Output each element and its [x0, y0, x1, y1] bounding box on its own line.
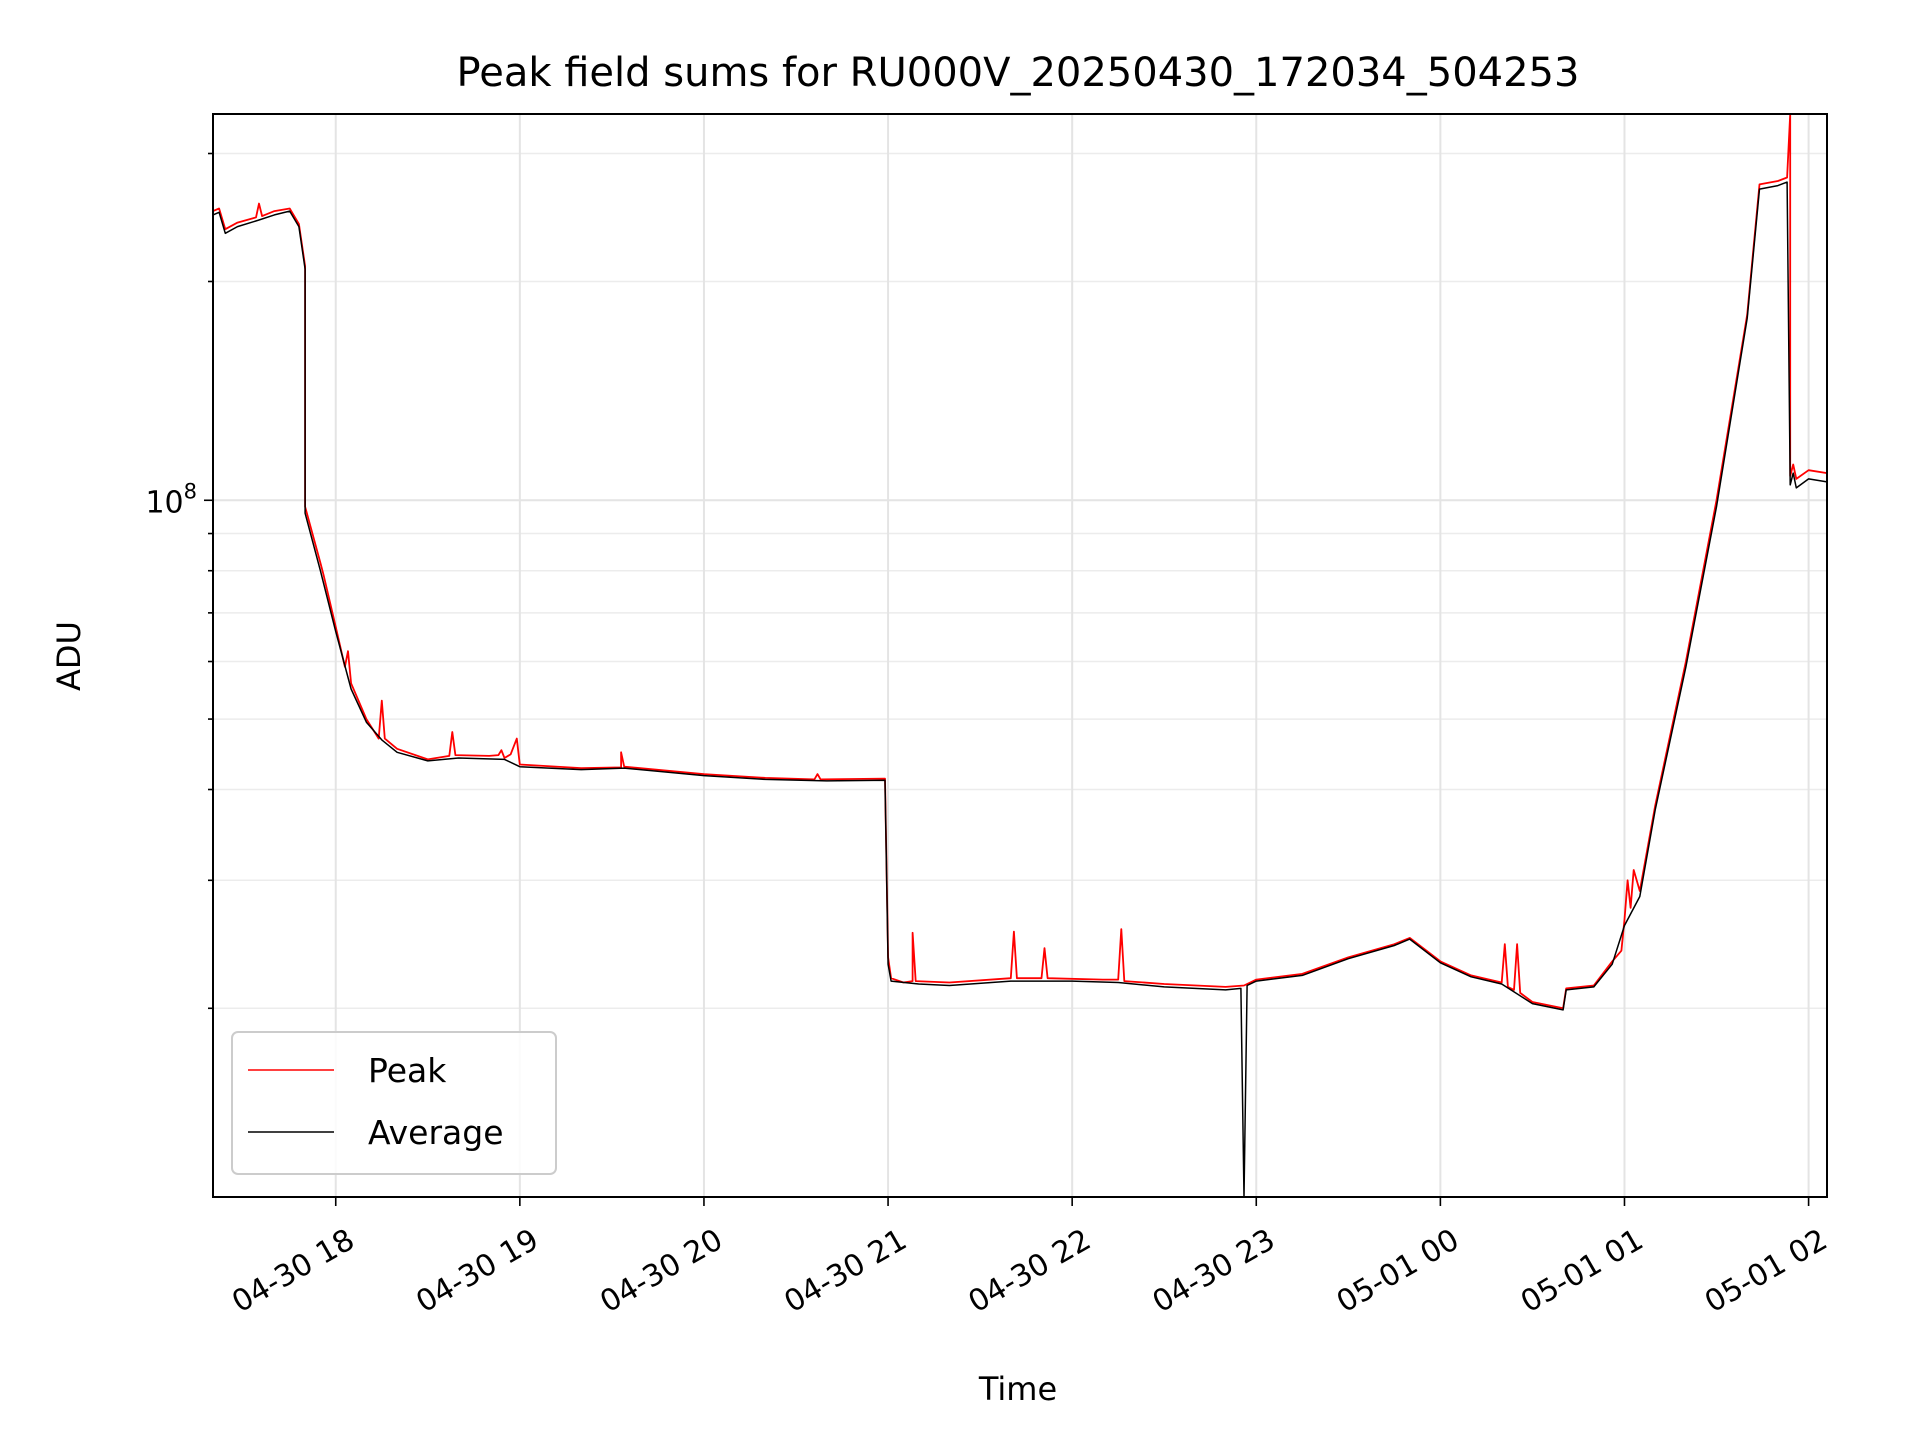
- legend-label-peak: Peak: [368, 1051, 447, 1090]
- series-line-peak: [212, 113, 1828, 1010]
- plot-frame: [212, 113, 1828, 1198]
- legend-box: [231, 1031, 557, 1175]
- legend: Peak Average: [231, 1031, 557, 1175]
- series-line-average: [212, 181, 1828, 1198]
- grid: [213, 114, 1827, 1197]
- legend-label-average: Average: [368, 1113, 504, 1152]
- x-axis-label: Time: [978, 1370, 1057, 1408]
- series-lines: [212, 113, 1828, 1198]
- y-tick-label: 108: [145, 479, 197, 520]
- y-axis: 108: [145, 152, 213, 1010]
- y-axis-label: ADU: [50, 621, 88, 691]
- chart-title: Peak field sums for RU000V_20250430_1720…: [457, 50, 1580, 96]
